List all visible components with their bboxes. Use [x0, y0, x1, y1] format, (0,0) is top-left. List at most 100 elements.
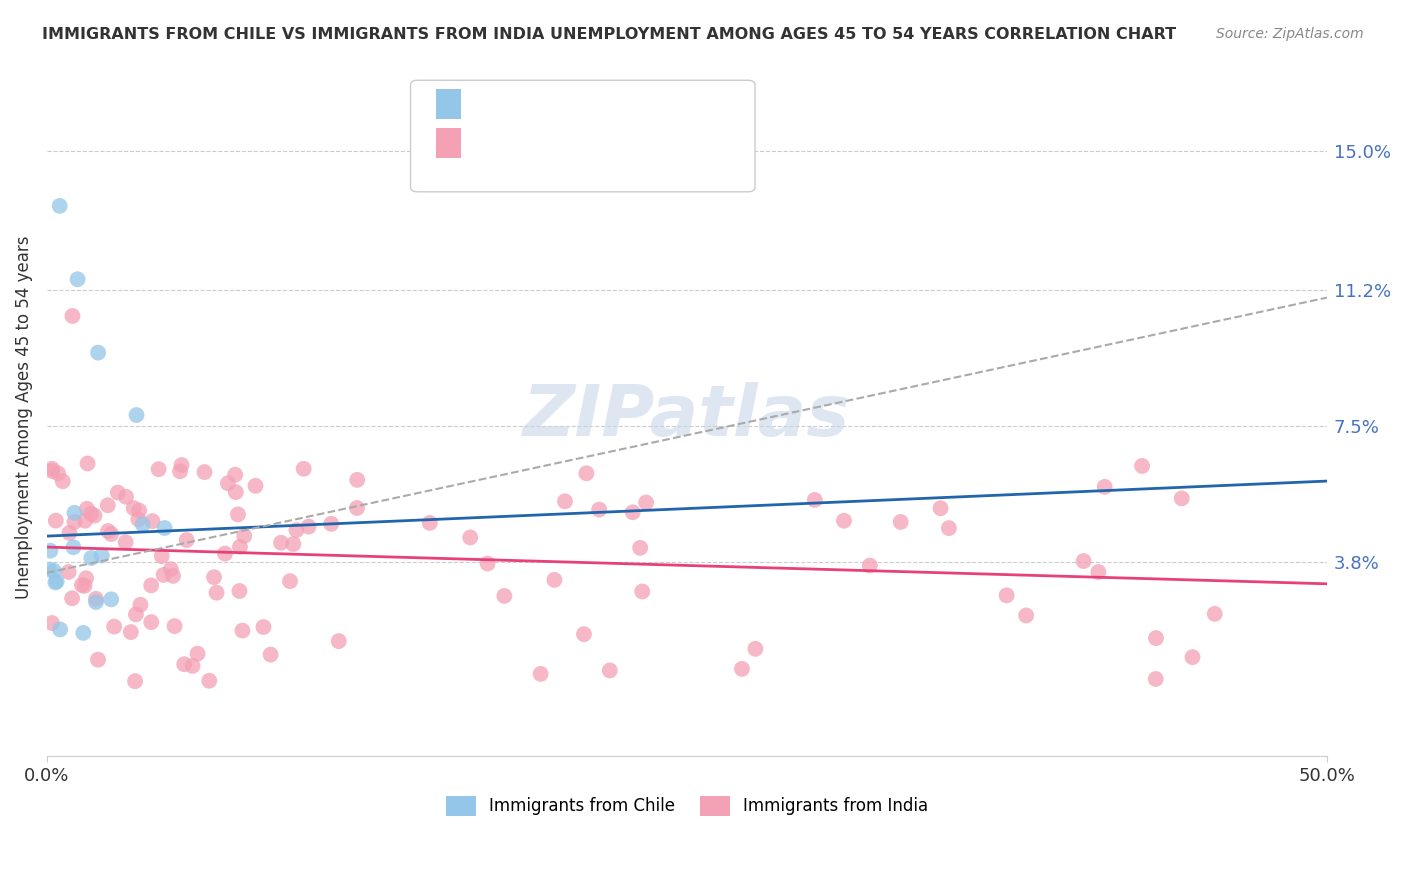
Point — [270, 535, 292, 549]
Point — [128, 503, 150, 517]
Point — [803, 492, 825, 507]
Point — [530, 666, 553, 681]
Point — [100, 592, 122, 607]
Point — [97, 498, 120, 512]
Point — [278, 574, 301, 589]
Point — [543, 573, 565, 587]
Point — [46, 467, 69, 481]
Text: IMMIGRANTS FROM CHILE VS IMMIGRANTS FROM INDIA UNEMPLOYMENT AMONG AGES 45 TO 54 : IMMIGRANTS FROM CHILE VS IMMIGRANTS FROM… — [42, 27, 1177, 42]
Point — [63, 515, 86, 529]
Point — [125, 408, 148, 422]
Point — [225, 485, 247, 500]
Point — [87, 653, 110, 667]
Point — [217, 476, 239, 491]
Point — [76, 457, 98, 471]
Point — [419, 516, 441, 530]
Point — [245, 479, 267, 493]
Point — [205, 585, 228, 599]
Point — [588, 502, 610, 516]
Point — [62, 309, 84, 323]
Point — [84, 595, 107, 609]
Point — [228, 584, 250, 599]
Point — [202, 570, 225, 584]
Point — [938, 521, 960, 535]
Point — [1144, 631, 1167, 645]
Point — [115, 490, 138, 504]
Point — [572, 627, 595, 641]
Point — [97, 524, 120, 538]
Point — [226, 508, 249, 522]
Y-axis label: Unemployment Among Ages 45 to 54 years: Unemployment Among Ages 45 to 54 years — [15, 235, 32, 599]
Point — [45, 574, 67, 589]
Point — [297, 519, 319, 533]
Point — [1094, 480, 1116, 494]
Point — [575, 467, 598, 481]
Point — [127, 512, 149, 526]
Point — [70, 578, 93, 592]
Point — [628, 541, 651, 555]
Point — [114, 535, 136, 549]
Point — [198, 673, 221, 688]
Point — [346, 473, 368, 487]
Point — [283, 537, 305, 551]
Point — [44, 575, 66, 590]
Point — [42, 564, 65, 578]
Point — [80, 507, 103, 521]
Point — [1204, 607, 1226, 621]
Point — [186, 647, 208, 661]
Point — [58, 525, 80, 540]
Point — [75, 514, 97, 528]
Point — [1181, 650, 1204, 665]
Point — [259, 648, 281, 662]
Point — [859, 558, 882, 573]
Point — [75, 571, 97, 585]
Point — [890, 515, 912, 529]
Point — [125, 607, 148, 622]
Point — [48, 199, 70, 213]
Point — [141, 615, 163, 629]
Text: R =  -0.106   N =  110: R = -0.106 N = 110 — [468, 137, 685, 155]
Legend: Immigrants from Chile, Immigrants from India: Immigrants from Chile, Immigrants from I… — [439, 789, 935, 822]
Point — [141, 514, 163, 528]
Point — [252, 620, 274, 634]
Point — [169, 464, 191, 478]
Point — [214, 547, 236, 561]
Point — [631, 584, 654, 599]
Point — [76, 501, 98, 516]
Point — [285, 523, 308, 537]
Text: Source: ZipAtlas.com: Source: ZipAtlas.com — [1216, 27, 1364, 41]
Point — [231, 624, 253, 638]
Point — [160, 562, 183, 576]
Point — [292, 462, 315, 476]
Point — [1015, 608, 1038, 623]
Point — [60, 591, 83, 606]
Point — [41, 464, 63, 478]
Point — [83, 508, 105, 523]
Point — [173, 657, 195, 672]
Point — [84, 591, 107, 606]
Point — [80, 551, 103, 566]
Point — [1130, 458, 1153, 473]
Point — [224, 467, 246, 482]
Point — [41, 462, 63, 476]
Point — [148, 462, 170, 476]
Point — [599, 664, 621, 678]
Point — [141, 578, 163, 592]
Point — [150, 549, 173, 563]
Point — [346, 501, 368, 516]
Point — [38, 563, 60, 577]
Point — [66, 272, 89, 286]
Point — [1171, 491, 1194, 506]
Point — [63, 506, 86, 520]
Text: ZIPatlas: ZIPatlas — [523, 383, 851, 451]
Point — [1087, 565, 1109, 579]
Point — [107, 485, 129, 500]
Point — [152, 568, 174, 582]
Point — [39, 543, 62, 558]
Point — [170, 458, 193, 472]
Point — [193, 465, 215, 479]
Point — [458, 531, 481, 545]
Point — [162, 569, 184, 583]
Point — [1073, 554, 1095, 568]
Point — [72, 626, 94, 640]
